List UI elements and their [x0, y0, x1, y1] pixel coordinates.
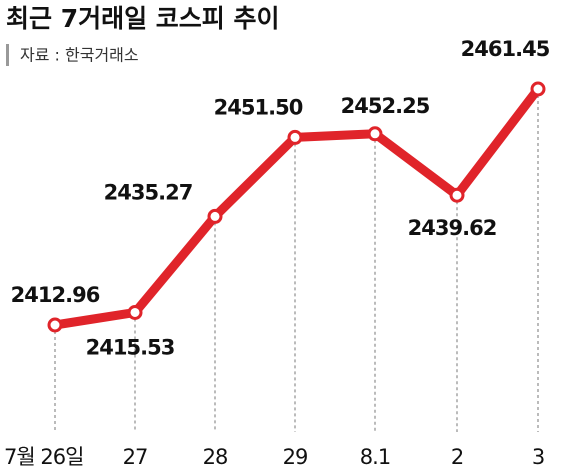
x-tick-label: 29 — [283, 445, 308, 469]
value-label: 2439.62 — [408, 216, 497, 240]
value-label: 2451.50 — [214, 95, 303, 119]
point — [127, 304, 143, 320]
x-tick-label: 2 — [451, 445, 463, 469]
value-label: 2412.96 — [11, 283, 100, 307]
x-tick-label: 27 — [123, 445, 148, 469]
point — [449, 187, 465, 203]
x-tick-label: 7월 26일 — [4, 445, 83, 469]
value-label: 2435.27 — [104, 180, 193, 204]
value-label: 2452.25 — [341, 94, 430, 118]
point — [207, 208, 223, 224]
point — [47, 317, 63, 333]
chart-subtitle: 자료 : 한국거래소 — [20, 46, 139, 65]
x-tick-label: 8.1 — [360, 445, 390, 469]
value-label: 2415.53 — [86, 335, 175, 359]
line — [54, 86, 542, 330]
x-tick-label: 3 — [532, 445, 544, 469]
point — [530, 81, 546, 97]
x-tick-label: 28 — [203, 445, 228, 469]
chart-title: 최근 7거래일 코스피 추이 — [6, 4, 280, 33]
value-label: 2461.45 — [461, 37, 550, 61]
point — [367, 126, 383, 142]
subtitle-bar — [6, 44, 9, 66]
point — [287, 129, 303, 145]
